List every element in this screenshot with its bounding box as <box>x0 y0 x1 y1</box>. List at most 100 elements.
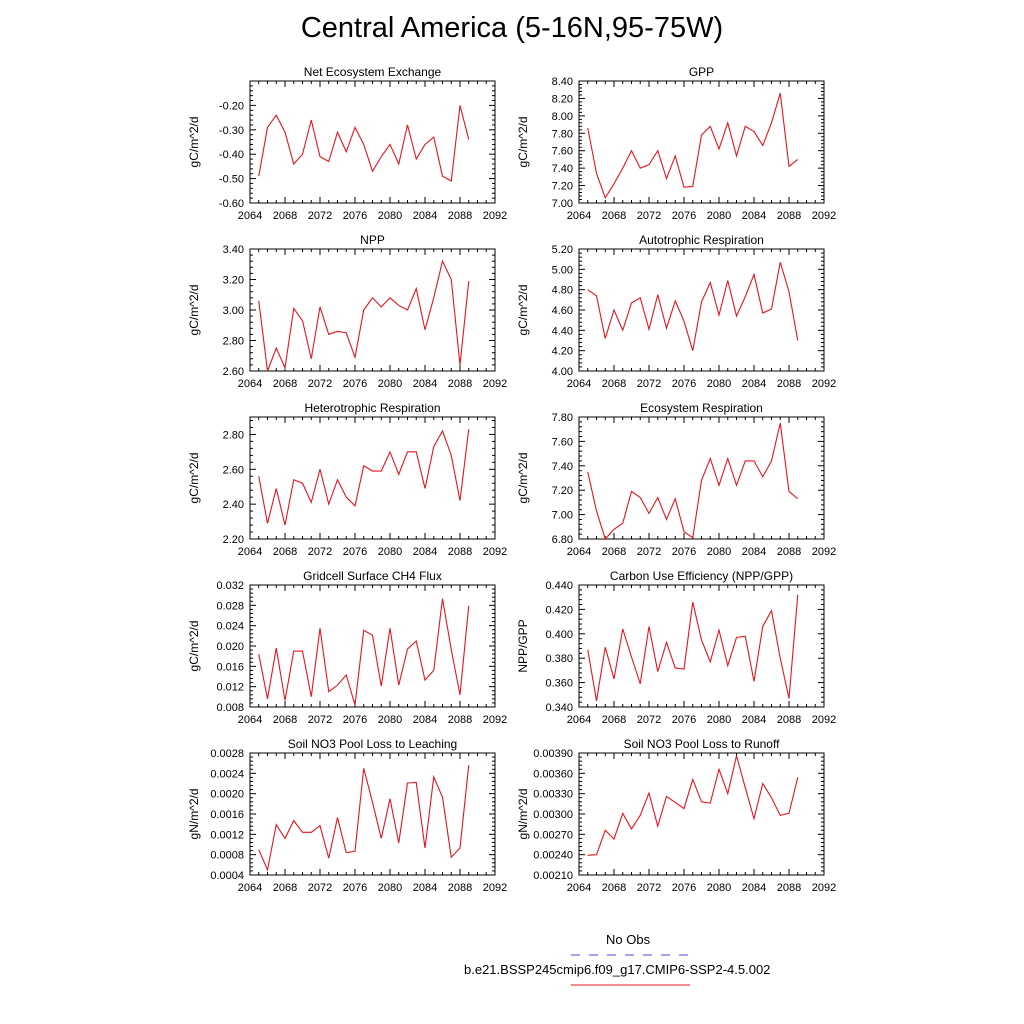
panel-2-xtick-label: 2088 <box>777 210 801 222</box>
panel-7-ytick-label: 0.012 <box>216 682 244 694</box>
panel-5-xtick-label: 2092 <box>483 546 507 558</box>
panel-6-xtick-label: 2084 <box>742 546 766 558</box>
panel-10-xtick-label: 2068 <box>602 882 626 894</box>
panel-6-ytick-label: 7.00 <box>552 510 573 522</box>
panel-8-xtick-label: 2076 <box>672 714 696 726</box>
panel-9-ylabel: gN/m^2/d <box>187 789 201 840</box>
panel-6-xtick-label: 2092 <box>812 546 836 558</box>
panel-10-xtick-label: 2088 <box>777 882 801 894</box>
panel-9-ytick-label: 0.0012 <box>210 829 244 841</box>
panel-7-xtick-label: 2068 <box>273 714 297 726</box>
panel-2-ytick-label: 8.20 <box>552 93 573 105</box>
panel-6-xtick-label: 2072 <box>637 546 661 558</box>
panel-10-xtick-label: 2072 <box>637 882 661 894</box>
panel-5-ytick-label: 2.20 <box>223 534 244 546</box>
panel-7-xtick-label: 2072 <box>308 714 332 726</box>
panel-5-xtick-label: 2072 <box>308 546 332 558</box>
panel-10-ytick-label: 0.00300 <box>533 809 573 821</box>
panel-1-xtick-label: 2092 <box>483 210 507 222</box>
panel-4-series-line <box>587 262 799 351</box>
panel-1-ytick-label: -0.60 <box>219 198 244 210</box>
panel-9-ytick-label: 0.0016 <box>210 809 244 821</box>
panel-8-xtick-label: 2064 <box>567 714 591 726</box>
panel-6-xtick-label: 2064 <box>567 546 591 558</box>
legend-model-label: b.e21.BSSP245cmip6.f09_g17.CMIP6-SSP2-4.… <box>464 962 771 977</box>
panel-8-ytick-label: 0.340 <box>545 702 573 714</box>
panel-8-ytick-label: 0.360 <box>545 678 573 690</box>
panel-2-ytick-label: 7.60 <box>552 146 573 158</box>
panel-10-ytick-label: 0.00210 <box>533 870 573 882</box>
panel-6-ytick-label: 7.40 <box>552 461 573 473</box>
panel-9-series-line <box>258 765 470 872</box>
panel-2-xtick-label: 2068 <box>602 210 626 222</box>
panel-9-xtick-label: 2064 <box>238 882 262 894</box>
panel-4-xtick-label: 2084 <box>742 378 766 390</box>
panel-5-xtick-label: 2064 <box>238 546 262 558</box>
panel-3-xtick-label: 2072 <box>308 378 332 390</box>
panel-1-ylabel: gC/m^2/d <box>187 117 201 168</box>
panel-6-ytick-label: 7.60 <box>552 436 573 448</box>
panel-3-ytick-label: 3.20 <box>223 275 244 287</box>
panel-1-xtick-label: 2080 <box>378 210 402 222</box>
panel-7-ytick-label: 0.028 <box>216 600 244 612</box>
legend-obs-label: No Obs <box>606 932 651 947</box>
panel-2-ytick-label: 8.40 <box>552 76 573 88</box>
panel-4-xtick-label: 2080 <box>707 378 731 390</box>
panel-4-xtick-label: 2088 <box>777 378 801 390</box>
panel-3-ylabel: gC/m^2/d <box>187 285 201 336</box>
panel-9-xtick-label: 2076 <box>343 882 367 894</box>
panel-9-xtick-label: 2092 <box>483 882 507 894</box>
panel-7-ytick-label: 0.016 <box>216 661 244 673</box>
panel-4-xtick-label: 2092 <box>812 378 836 390</box>
panel-6-title: Ecosystem Respiration <box>640 401 763 415</box>
panel-6-ytick-label: 7.80 <box>552 412 573 424</box>
panel-4-ytick-label: 5.20 <box>552 244 573 256</box>
panel-2-ytick-label: 8.00 <box>552 111 573 123</box>
panel-3-xtick-label: 2076 <box>343 378 367 390</box>
panel-4-ytick-label: 4.80 <box>552 285 573 297</box>
panel-3-title: NPP <box>360 233 385 247</box>
panel-9-ytick-label: 0.0008 <box>210 850 244 862</box>
panel-4-xtick-label: 2076 <box>672 378 696 390</box>
panel-9-ytick-label: 0.0024 <box>210 768 244 780</box>
panel-1-ytick-label: -0.40 <box>219 149 244 161</box>
panel-4-xtick-label: 2064 <box>567 378 591 390</box>
panel-1-frame <box>249 80 496 204</box>
panel-10-xtick-label: 2092 <box>812 882 836 894</box>
panel-9-xtick-label: 2072 <box>308 882 332 894</box>
panel-2-ytick-label: 7.40 <box>552 163 573 175</box>
panel-3-ytick-label: 3.00 <box>223 305 244 317</box>
panel-7-xtick-label: 2088 <box>448 714 472 726</box>
panel-4-frame <box>578 248 825 372</box>
panel-8-ylabel: NPP/GPP <box>516 619 530 672</box>
panel-1-ytick-label: -0.50 <box>219 174 244 186</box>
panel-2-frame <box>578 80 825 204</box>
panel-7-xtick-label: 2076 <box>343 714 367 726</box>
panel-7-ytick-label: 0.024 <box>216 621 244 633</box>
panel-5-ytick-label: 2.60 <box>223 464 244 476</box>
panel-4-ytick-label: 4.00 <box>552 366 573 378</box>
panel-4-ytick-label: 5.00 <box>552 264 573 276</box>
panel-5-ylabel: gC/m^2/d <box>187 453 201 504</box>
panel-1-xtick-label: 2088 <box>448 210 472 222</box>
panel-3-ytick-label: 2.60 <box>223 366 244 378</box>
panel-10-ytick-label: 0.00330 <box>533 789 573 801</box>
panel-1-xtick-label: 2084 <box>413 210 437 222</box>
panel-7-xtick-label: 2064 <box>238 714 262 726</box>
panel-6-xtick-label: 2068 <box>602 546 626 558</box>
panel-7-ytick-label: 0.032 <box>216 580 244 592</box>
panel-8-ytick-label: 0.380 <box>545 653 573 665</box>
panel-4-ytick-label: 4.20 <box>552 346 573 358</box>
panel-1-xtick-label: 2068 <box>273 210 297 222</box>
panel-8-ytick-label: 0.420 <box>545 604 573 616</box>
panel-9-xtick-label: 2088 <box>448 882 472 894</box>
panel-3-ytick-label: 2.80 <box>223 336 244 348</box>
panel-2-xtick-label: 2076 <box>672 210 696 222</box>
panel-10-xtick-label: 2080 <box>707 882 731 894</box>
panel-5-title: Heterotrophic Respiration <box>304 401 440 415</box>
panel-4-xtick-label: 2072 <box>637 378 661 390</box>
panel-5-ytick-label: 2.40 <box>223 499 244 511</box>
panel-10-series-line <box>587 755 799 856</box>
panel-10-title: Soil NO3 Pool Loss to Runoff <box>624 737 781 751</box>
panel-5-xtick-label: 2084 <box>413 546 437 558</box>
